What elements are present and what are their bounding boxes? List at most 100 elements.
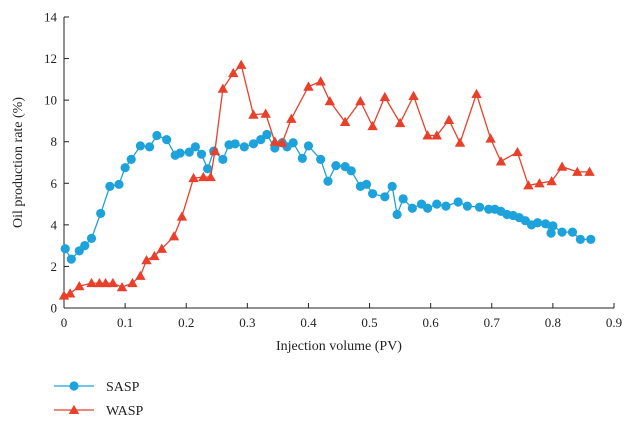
data-point-wasp: [324, 95, 336, 106]
data-point-wasp: [248, 109, 259, 119]
data-point-wasp: [394, 117, 406, 128]
data-point-wasp: [408, 90, 419, 101]
data-point-sasp: [303, 141, 314, 151]
data-point-sasp: [248, 139, 259, 149]
data-point-wasp: [315, 76, 326, 86]
data-point-sasp: [288, 138, 298, 148]
data-point-sasp: [398, 194, 408, 204]
data-point-wasp: [188, 172, 199, 183]
data-point-sasp: [346, 166, 356, 176]
data-point-sasp: [218, 154, 228, 164]
data-point-sasp: [256, 135, 266, 145]
data-point-sasp: [586, 234, 596, 245]
data-point-wasp: [116, 282, 128, 292]
data-point-wasp: [198, 171, 209, 182]
x-tick-label: 0.4: [300, 315, 317, 330]
data-point-sasp: [368, 189, 378, 199]
data-point-sasp: [331, 161, 341, 171]
data-point-wasp: [176, 211, 188, 221]
data-point-wasp: [236, 59, 247, 69]
series-line-sasp: [64, 133, 591, 261]
x-tick-label: 0.1: [117, 315, 133, 330]
data-point-wasp: [168, 231, 180, 241]
x-tick-label: 0.7: [484, 315, 501, 330]
series-wasp: [58, 59, 595, 300]
data-point-wasp: [209, 145, 221, 156]
data-point-sasp: [239, 142, 249, 152]
data-point-sasp: [441, 201, 451, 211]
data-point-wasp: [422, 130, 433, 140]
data-point-sasp: [126, 154, 136, 164]
data-point-wasp: [355, 95, 366, 106]
data-point-wasp: [217, 83, 229, 93]
data-point-wasp: [454, 137, 466, 147]
data-point-sasp: [262, 129, 272, 140]
legend-marker-wasp: [68, 404, 80, 415]
data-point-wasp: [431, 130, 442, 140]
data-point-sasp: [175, 148, 185, 158]
data-point-wasp: [260, 108, 271, 118]
data-point-wasp: [127, 277, 138, 288]
data-point-sasp: [567, 227, 578, 237]
data-point-wasp: [269, 136, 281, 146]
data-point-sasp: [432, 199, 442, 209]
y-axis-title: Oil production rate (%): [11, 97, 26, 228]
data-point-wasp: [339, 116, 351, 127]
data-point-wasp: [546, 176, 557, 186]
data-point-wasp: [107, 277, 119, 288]
y-tick-label: 0: [51, 301, 58, 316]
data-point-sasp: [203, 164, 213, 174]
x-tick-label: 0.8: [545, 315, 561, 330]
data-point-wasp: [276, 137, 288, 147]
data-point-wasp: [495, 156, 507, 166]
data-point-sasp: [230, 139, 240, 149]
data-point-sasp: [323, 176, 333, 186]
legend: SASP WASP: [54, 380, 144, 419]
data-point-sasp: [144, 142, 155, 152]
data-point-sasp: [387, 181, 397, 192]
data-point-wasp: [303, 81, 314, 91]
y-tick-label: 6: [51, 176, 58, 191]
data-point-sasp: [60, 244, 70, 254]
data-point-sasp: [392, 209, 402, 220]
data-point-sasp: [152, 130, 162, 141]
data-point-sasp: [423, 203, 433, 213]
data-point-sasp: [453, 197, 463, 207]
data-point-wasp: [286, 113, 297, 123]
data-point-wasp: [100, 277, 111, 288]
data-point-sasp: [184, 147, 194, 157]
data-point-sasp: [575, 234, 585, 245]
data-point-wasp: [156, 243, 167, 253]
data-point-wasp: [205, 171, 216, 182]
data-point-sasp: [546, 228, 556, 238]
data-point-sasp: [462, 201, 472, 211]
legend-label-sasp: SASP: [106, 380, 140, 395]
axes: 0 0.1 0.2 0.3 0.4 0.5 0.6 0.7 0.8 0.9 0 2 4 6 8 10 12 14: [44, 10, 622, 331]
y-tick-label: 8: [51, 134, 58, 149]
data-point-sasp: [190, 142, 200, 152]
data-point-wasp: [443, 114, 455, 124]
data-point-sasp: [540, 219, 551, 229]
x-tick-label: 0.9: [606, 315, 622, 330]
y-tick-label: 14: [44, 10, 58, 25]
data-point-wasp: [135, 270, 146, 280]
data-point-sasp: [86, 233, 97, 243]
data-point-sasp: [105, 181, 115, 192]
data-point-sasp: [361, 179, 372, 189]
series-sasp: [60, 129, 596, 264]
x-tick-label: 0.6: [423, 315, 440, 330]
data-point-wasp: [572, 166, 583, 176]
x-tick-label: 0: [61, 315, 68, 330]
x-tick-label: 0.3: [239, 315, 255, 330]
data-point-wasp: [512, 146, 523, 157]
data-point-wasp: [485, 133, 496, 143]
y-tick-label: 12: [44, 51, 57, 66]
data-point-sasp: [196, 149, 207, 159]
data-point-sasp: [548, 221, 558, 231]
legend-item-wasp: WASP: [54, 404, 144, 419]
data-point-sasp: [297, 153, 307, 163]
legend-marker-sasp: [69, 381, 79, 391]
data-point-wasp: [367, 120, 378, 131]
data-point-sasp: [474, 202, 485, 212]
